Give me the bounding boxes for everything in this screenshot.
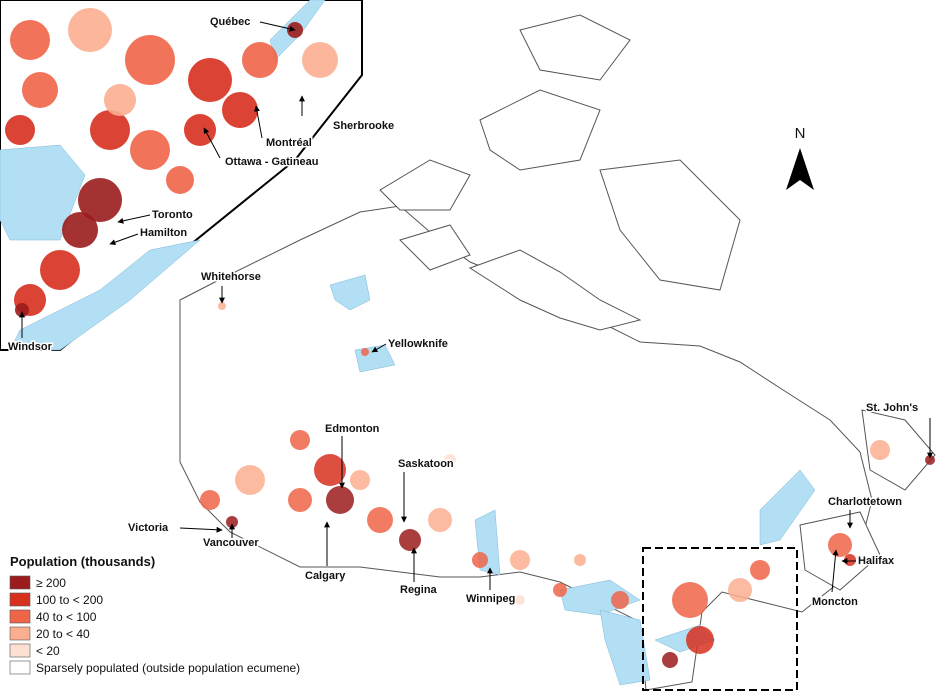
- population-area: [672, 582, 708, 618]
- population-area: [184, 114, 216, 146]
- city-label: Whitehorse: [201, 271, 261, 283]
- city-label: Edmonton: [325, 423, 380, 435]
- population-area: [40, 250, 80, 290]
- population-area: [828, 533, 852, 557]
- inset: [0, 0, 363, 351]
- population-area: [290, 430, 310, 450]
- land: [179, 14, 936, 691]
- city-labels: Whitehorse Yellowknife Edmonton Saskatoo…: [7, 15, 933, 610]
- legend-title: Population (thousands): [10, 554, 155, 569]
- city-label: Sherbrooke: [333, 120, 394, 132]
- city-label: Victoria: [128, 522, 169, 534]
- city-label: Yellowknife: [388, 338, 448, 350]
- population-area: [515, 595, 525, 605]
- inset-extent: [642, 547, 798, 691]
- city-label: Montréal: [266, 137, 312, 149]
- north-label: N: [795, 125, 806, 142]
- city-label: Hamilton: [140, 227, 187, 239]
- population-area: [130, 130, 170, 170]
- population-area: [728, 578, 752, 602]
- city-label: Windsor: [8, 341, 53, 353]
- legend-swatch: [9, 643, 31, 658]
- population-area: [78, 178, 122, 222]
- city-label: Saskatoon: [398, 458, 454, 470]
- city-label: Vancouver: [203, 537, 259, 549]
- city-label: Regina: [400, 584, 438, 596]
- population-area: [367, 507, 393, 533]
- legend-label: ≥ 200: [36, 576, 66, 590]
- population-area: [350, 470, 370, 490]
- population-area: [68, 8, 112, 52]
- population-area: [314, 454, 346, 486]
- population-area: [104, 84, 136, 116]
- north-arrow: N: [786, 125, 814, 190]
- legend-label: 40 to < 100: [36, 610, 97, 624]
- population-area: [686, 626, 714, 654]
- population-area: [844, 554, 856, 566]
- city-label: Moncton: [812, 596, 858, 608]
- population-area: [302, 42, 338, 78]
- population-area: [326, 486, 354, 514]
- population-area: [188, 58, 232, 102]
- city-label: Charlottetown: [828, 496, 902, 508]
- legend-label: 100 to < 200: [36, 593, 103, 607]
- population-area: [662, 652, 678, 668]
- population-area: [750, 560, 770, 580]
- legend-swatch: [9, 592, 31, 607]
- city-label: Québec: [210, 16, 250, 28]
- legend-label: Sparsely populated (outside population e…: [36, 661, 300, 675]
- population-area: [242, 42, 278, 78]
- population-area: [288, 488, 312, 512]
- legend-swatch: [9, 575, 31, 590]
- legend-label: < 20: [36, 644, 60, 658]
- population-area: [62, 212, 98, 248]
- population-area: [510, 550, 530, 570]
- population-area: [574, 554, 586, 566]
- population-area: [428, 508, 452, 532]
- population-area: [166, 166, 194, 194]
- population-area: [5, 115, 35, 145]
- population-area: [15, 303, 29, 317]
- population-area: [472, 552, 488, 568]
- city-label: St. John's: [866, 402, 918, 414]
- legend-swatch: [9, 609, 31, 624]
- population-area: [22, 72, 58, 108]
- legend: Population (thousands) ≥ 200 100 to < 200…: [9, 554, 300, 675]
- population-area: [399, 529, 421, 551]
- population-area: [235, 465, 265, 495]
- population-area: [361, 348, 369, 356]
- legend-swatch: [9, 660, 31, 675]
- population-area: [200, 490, 220, 510]
- population-area: [222, 92, 258, 128]
- legend-swatch: [9, 626, 31, 641]
- city-label: Toronto: [152, 209, 193, 221]
- city-label: Calgary: [305, 570, 346, 582]
- population-area: [10, 20, 50, 60]
- population-area: [218, 302, 226, 310]
- population-area: [611, 591, 629, 609]
- legend-label: 20 to < 40: [36, 627, 90, 641]
- population-areas: [200, 302, 935, 668]
- city-label: Ottawa - Gatineau: [225, 156, 319, 168]
- city-label: Halifax: [858, 555, 895, 567]
- city-label: Winnipeg: [466, 593, 515, 605]
- population-area: [125, 35, 175, 85]
- population-area: [90, 110, 130, 150]
- population-area: [553, 583, 567, 597]
- population-area: [870, 440, 890, 460]
- population-area: [444, 454, 456, 466]
